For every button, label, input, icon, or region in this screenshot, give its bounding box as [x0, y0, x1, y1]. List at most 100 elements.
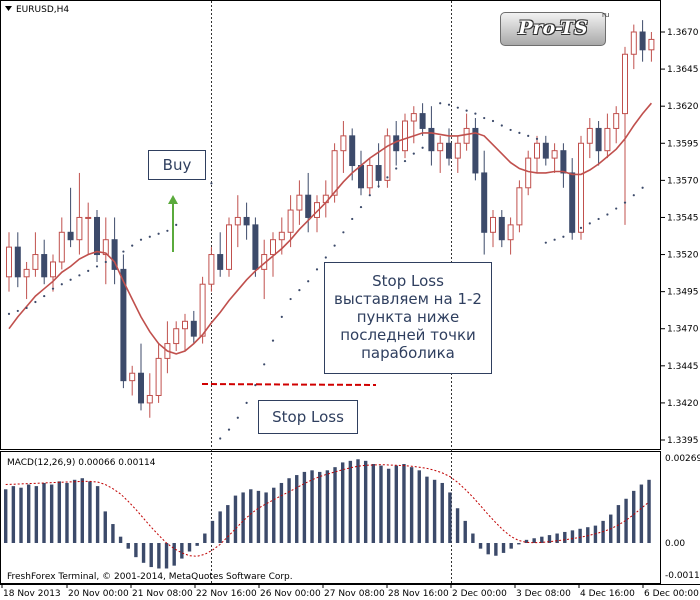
- bull-candle: [340, 135, 347, 152]
- stop-loss-note: Stop Loss выставляем на 1-2 пункта ниже …: [324, 262, 492, 374]
- bull-candle: [384, 135, 391, 181]
- bull-candle: [331, 150, 338, 196]
- macd-bar: [647, 479, 651, 543]
- parabolic-sar-dot: [166, 229, 169, 232]
- bear-candle: [252, 224, 259, 270]
- macd-bar: [95, 486, 100, 543]
- note-line: последней точки: [340, 326, 476, 344]
- parabolic-sar-dot: [227, 428, 231, 431]
- triangle-down-icon[interactable]: [5, 6, 12, 11]
- bull-candle: [32, 254, 39, 270]
- macd-bar: [318, 471, 322, 543]
- macd-bar: [432, 479, 437, 543]
- parabolic-sar-dot: [175, 223, 178, 226]
- symbol-title: EURUSD,H4: [16, 5, 69, 15]
- bear-candle: [428, 127, 435, 152]
- bear-candle: [41, 254, 48, 278]
- parabolic-sar-dot: [377, 185, 380, 188]
- bull-candle: [287, 209, 294, 233]
- macd-bar: [226, 505, 230, 543]
- macd-title: MACD(12,26,9) 0.00066 0.00114: [7, 458, 156, 468]
- bear-candle: [472, 127, 479, 174]
- bear-candle: [639, 31, 646, 51]
- note-line: пункта ниже: [356, 308, 460, 326]
- parabolic-sar-dot: [25, 306, 28, 310]
- parabolic-sar-dot: [368, 194, 371, 197]
- macd-bar: [371, 464, 376, 543]
- time-axis-label: 2 Dec 00:00: [452, 589, 507, 599]
- macd-bar: [233, 495, 238, 543]
- bull-candle: [129, 372, 136, 382]
- bear-candle: [498, 216, 505, 241]
- macd-bar: [302, 471, 307, 543]
- macd-bar: [524, 539, 529, 543]
- parabolic-sar-dot: [60, 283, 63, 286]
- macd-bar: [195, 543, 199, 546]
- price-chart: [6, 20, 655, 440]
- macd-bar: [80, 478, 84, 543]
- parabolic-sar-dot: [307, 280, 310, 283]
- pro-ts-logo: Pro-TS: [500, 12, 606, 46]
- macd-bar: [501, 543, 506, 553]
- macd-bar: [172, 543, 176, 566]
- macd-bar: [478, 543, 483, 549]
- parabolic-sar-dot: [333, 244, 336, 247]
- macd-bar: [72, 479, 77, 543]
- parabolic-sar-dot: [395, 167, 398, 170]
- bull-candle: [410, 113, 417, 122]
- parabolic-sar-dot: [122, 250, 125, 253]
- macd-bar: [126, 543, 130, 549]
- parabolic-sar-dot: [210, 182, 213, 185]
- bear-candle: [243, 216, 250, 226]
- macd-bar: [632, 490, 636, 543]
- macd-bar: [279, 482, 284, 543]
- bull-candle: [525, 157, 532, 189]
- parabolic-sar-dot: [544, 241, 547, 244]
- bull-candle: [182, 320, 188, 330]
- parabolic-sar-dot: [632, 194, 635, 197]
- parabolic-sar-dot: [131, 244, 134, 247]
- macd-bar: [325, 470, 330, 543]
- macd-bar: [624, 498, 628, 543]
- macd-bar: [49, 484, 54, 543]
- bear-candle: [14, 246, 21, 278]
- macd-axis-label: 0.00: [665, 539, 685, 549]
- price-axis-label: 1.3570: [667, 176, 699, 186]
- macd-bar: [19, 487, 23, 543]
- macd-bar: [26, 484, 31, 543]
- buy-label: Buy: [148, 150, 206, 180]
- time-axis-label: 4 Dec 16:00: [580, 589, 635, 599]
- macd-bar: [555, 533, 559, 543]
- price-axis-label: 1.3495: [667, 288, 699, 298]
- bull-candle: [463, 127, 470, 144]
- price-axis: 1.3670 1.3645 1.3620 1.3595 1.3570 1.3545 1.35…: [661, 28, 699, 446]
- macd-bar: [134, 543, 138, 558]
- moving-average-line: [8, 102, 653, 355]
- macd-bar: [471, 533, 475, 543]
- macd-axis-label: 0.00269: [665, 454, 700, 464]
- macd-bar: [42, 482, 46, 543]
- bull-candle: [366, 165, 373, 189]
- bull-candle: [507, 224, 514, 241]
- stop-loss-line: [201, 383, 377, 386]
- parabolic-sar-dot: [95, 265, 99, 268]
- parabolic-sar-dot: [16, 309, 19, 313]
- parabolic-sar-dot: [315, 268, 319, 271]
- bear-candle: [481, 172, 488, 233]
- bull-candle: [102, 239, 109, 256]
- bull-candle: [208, 254, 215, 285]
- bear-candle: [595, 127, 602, 152]
- parabolic-sar-dot: [571, 231, 574, 234]
- time-axis-label: 28 Nov 16:00: [388, 589, 449, 599]
- time-axis-label: 22 Nov 16:00: [196, 589, 257, 599]
- bull-candle: [234, 216, 241, 226]
- time-axis: 18 Nov 2013 20 Nov 00:00 21 Nov 08:00 22 No…: [1, 584, 699, 599]
- macd-bar: [149, 543, 153, 568]
- macd-bar: [264, 492, 268, 543]
- parabolic-sar-dot: [553, 238, 556, 241]
- macd-bar: [517, 543, 521, 545]
- macd-bar: [379, 465, 383, 543]
- bear-candle: [217, 254, 224, 270]
